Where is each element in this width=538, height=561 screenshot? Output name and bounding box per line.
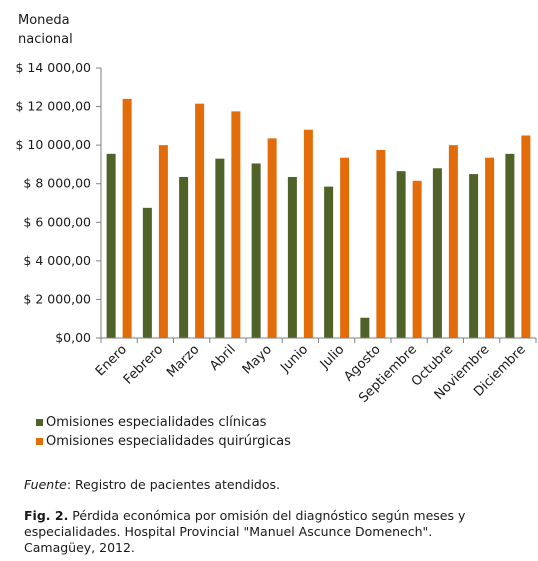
x-tick-label: Julio: [317, 342, 348, 373]
bar-clinicas: [324, 186, 334, 338]
y-axis-label-line: Moneda: [18, 13, 70, 28]
legend-swatch: [36, 438, 43, 445]
bar-clinicas: [469, 174, 479, 338]
x-tick-label: Mayo: [240, 342, 275, 377]
bar-quirurgicas: [448, 145, 458, 338]
y-axis-ticks: $0,00 $ 2 000,00 $ 4 000,00 $ 6 000,00 $ 8 0…: [15, 60, 101, 345]
y-axis-label: Moneda nacional: [18, 13, 73, 47]
bar-quirurgicas: [485, 157, 495, 338]
bar-clinicas: [360, 317, 370, 338]
bar-clinicas: [432, 168, 442, 338]
bars: [106, 98, 531, 339]
bar-quirurgicas: [122, 98, 132, 338]
y-tick-label: $ 8 000,00: [23, 176, 91, 191]
bar-clinicas: [396, 171, 406, 338]
bar-quirurgicas: [231, 111, 241, 339]
legend: Omisiones especialidades clínicas Omision…: [36, 415, 291, 449]
bar-chart: Moneda nacional $0,00 $ 2 000,00 $ 4 000,00…: [15, 13, 537, 449]
bar-clinicas: [106, 153, 116, 338]
y-tick-label: $ 12 000,00: [15, 99, 91, 114]
bar-quirurgicas: [158, 145, 168, 338]
y-tick-label: $ 14 000,00: [15, 60, 91, 75]
source-text: : Registro de pacientes atendidos.: [66, 477, 280, 492]
y-tick-label: $ 4 000,00: [23, 253, 91, 268]
legend-label: Omisiones especialidades quirúrgicas: [46, 434, 291, 449]
y-tick-label: $ 10 000,00: [15, 137, 91, 152]
x-tick-label: Marzo: [164, 342, 202, 380]
bar-quirurgicas: [303, 129, 313, 338]
bar-quirurgicas: [195, 103, 205, 338]
source-note: Fuente: Registro de pacientes atendidos.: [24, 477, 280, 492]
bar-quirurgicas: [412, 180, 422, 338]
bar-quirurgicas: [267, 138, 277, 338]
x-tick-label: Febrero: [121, 342, 166, 387]
bar-clinicas: [179, 176, 189, 338]
y-tick-label: $ 6 000,00: [23, 214, 91, 229]
source-label: Fuente: [24, 477, 67, 492]
caption-label: Fig. 2.: [24, 508, 69, 523]
bar-clinicas: [142, 207, 152, 338]
y-tick-label: $ 2 000,00: [23, 291, 91, 306]
legend-swatch: [36, 419, 43, 426]
bar-quirurgicas: [340, 157, 350, 338]
caption-text: Pérdida económica por omisión del diagnó…: [24, 508, 466, 555]
x-tick-label: Abril: [207, 342, 239, 374]
bar-clinicas: [505, 153, 515, 338]
bar-clinicas: [215, 158, 225, 338]
y-tick-label: $0,00: [55, 330, 91, 345]
x-tick-label: Junio: [277, 342, 311, 376]
figure-caption: Fig. 2. Pérdida económica por omisión de…: [24, 508, 504, 556]
legend-label: Omisiones especialidades clínicas: [46, 415, 267, 430]
bar-clinicas: [287, 176, 297, 338]
bar-clinicas: [251, 163, 261, 338]
y-axis-label-line: nacional: [18, 32, 73, 47]
bar-quirurgicas: [376, 149, 386, 338]
bar-quirurgicas: [521, 135, 531, 338]
